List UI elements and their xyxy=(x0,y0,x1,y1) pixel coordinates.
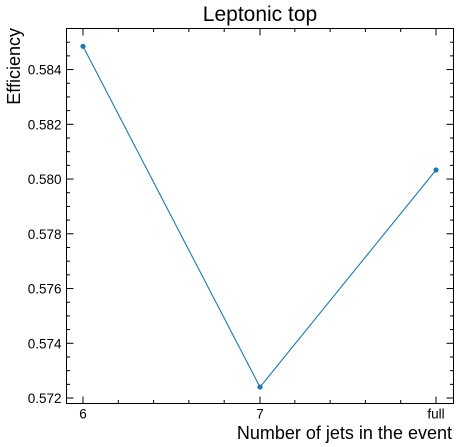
x-tick-label: 7 xyxy=(256,407,264,422)
x-tick-label: 6 xyxy=(79,407,87,422)
data-point xyxy=(80,43,86,49)
chart-title: Leptonic top xyxy=(203,3,317,26)
axis-ticks xyxy=(66,28,454,404)
series-line xyxy=(82,46,437,389)
y-tick-label: 0.578 xyxy=(28,227,62,242)
y-tick-label: 0.574 xyxy=(28,336,62,351)
x-axis-label: Number of jets in the event xyxy=(237,423,452,443)
y-tick-label: 0.572 xyxy=(28,391,62,406)
data-point xyxy=(433,167,439,173)
y-axis-label: Efficiency xyxy=(4,28,24,105)
y-tick-label: 0.580 xyxy=(28,172,62,187)
y-tick-label: 0.576 xyxy=(28,282,62,297)
y-tick-label: 0.584 xyxy=(28,63,62,78)
y-tick-label: 0.582 xyxy=(28,117,62,132)
x-tick-label: full xyxy=(427,407,444,422)
plot-series xyxy=(80,43,439,390)
axis-tick-labels: 0.572 0.574 0.576 0.578 0.580 0.582 0.584 6 7 ful… xyxy=(28,63,445,422)
data-point xyxy=(257,384,263,390)
plot-frame xyxy=(66,28,454,404)
